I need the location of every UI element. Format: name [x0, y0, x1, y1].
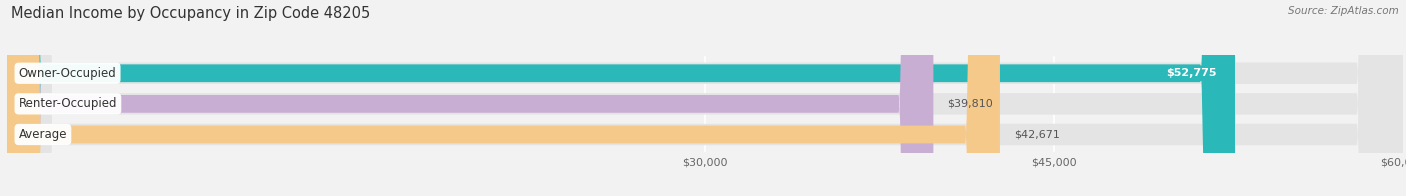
Text: Source: ZipAtlas.com: Source: ZipAtlas.com — [1288, 6, 1399, 16]
Text: Median Income by Occupancy in Zip Code 48205: Median Income by Occupancy in Zip Code 4… — [11, 6, 371, 21]
FancyBboxPatch shape — [7, 0, 1234, 196]
FancyBboxPatch shape — [7, 0, 1403, 196]
Text: Owner-Occupied: Owner-Occupied — [18, 67, 117, 80]
Text: Average: Average — [18, 128, 67, 141]
Text: $42,671: $42,671 — [1014, 130, 1060, 140]
Text: $52,775: $52,775 — [1166, 68, 1216, 78]
FancyBboxPatch shape — [7, 0, 1403, 196]
FancyBboxPatch shape — [7, 0, 1000, 196]
FancyBboxPatch shape — [7, 0, 1403, 196]
FancyBboxPatch shape — [7, 0, 934, 196]
Text: $39,810: $39,810 — [948, 99, 993, 109]
Text: Renter-Occupied: Renter-Occupied — [18, 97, 117, 110]
